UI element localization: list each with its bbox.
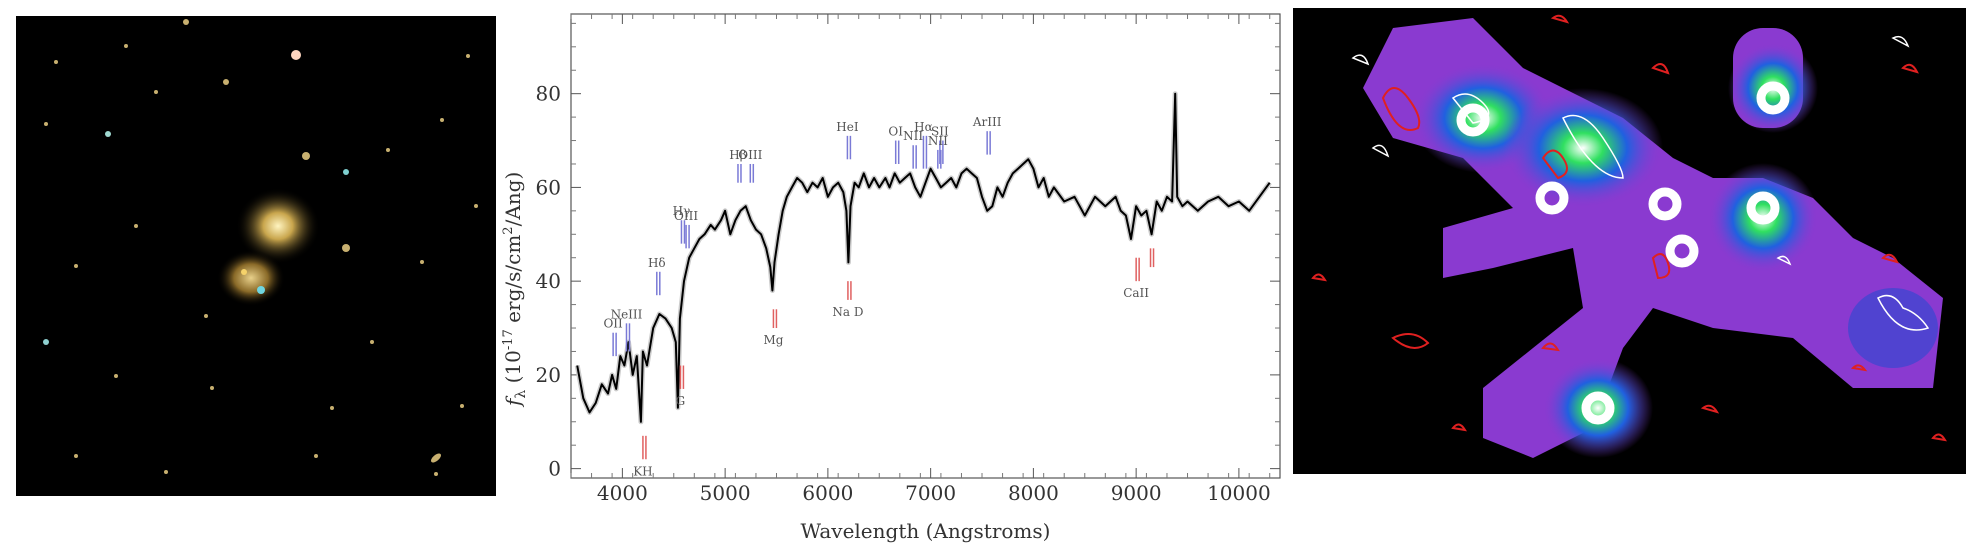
- companion-galaxy: [217, 250, 285, 306]
- contour-map-image: [1293, 8, 1966, 474]
- emission-line-label: Hβ: [729, 148, 746, 162]
- plot-frame: [570, 13, 1281, 479]
- y-tick-label: 0: [548, 457, 561, 481]
- absorption-line-label: G: [676, 394, 686, 408]
- emission-line-label: NeIII: [611, 307, 643, 321]
- emission-line-label: NII: [903, 129, 923, 143]
- absorption-line-label: CaII: [1123, 286, 1149, 300]
- absorption-line-label: Na D: [832, 305, 863, 319]
- emission-line-label: ArIII: [972, 115, 1002, 129]
- spectrum-line: [576, 92, 1271, 423]
- white-ring-markers: [1456, 81, 1790, 425]
- field-objects: [43, 19, 478, 476]
- x-tick-label: 7000: [905, 481, 956, 505]
- x-tick-label: 10000: [1207, 481, 1271, 505]
- x-tick-label: 8000: [1008, 481, 1059, 505]
- spectrum-panel: 4000 5000 6000 7000 8000 9000 10000 0 20 40 60 80 Wa…: [500, 0, 1290, 548]
- galaxy-color-image: [16, 16, 496, 496]
- emission-line-label: OIII: [738, 148, 762, 162]
- y-tick-label: 60: [536, 175, 561, 199]
- emission-line-label: SII: [931, 125, 949, 139]
- blue-knot: [257, 286, 265, 294]
- emission-line-label: OIII: [674, 209, 698, 223]
- galaxy-field-svg: [43, 19, 478, 476]
- x-tick-label: 4000: [597, 481, 648, 505]
- y-tick-label: 40: [536, 269, 561, 293]
- emission-line-label: NII: [928, 134, 948, 148]
- main-galaxy: [236, 188, 320, 264]
- emission-line-label: OII: [603, 317, 623, 331]
- source-blob-2: [1503, 88, 1663, 208]
- white-contours: [1351, 35, 1930, 331]
- absorption-line-label: KH: [633, 464, 652, 478]
- spectrum-chart: 4000 5000 6000 7000 8000 9000 10000 0 20 40 60 80 Wa…: [501, 13, 1281, 543]
- bright-star: [291, 50, 301, 60]
- emission-line-label: OI: [888, 125, 903, 139]
- yellow-knot: [241, 269, 247, 275]
- x-tick-label: 5000: [700, 481, 751, 505]
- emission-line-label: Hδ: [648, 256, 666, 270]
- emission-line-label: HeI: [836, 120, 859, 134]
- emission-line-label: Hα: [914, 120, 933, 134]
- red-contours: [1311, 14, 1947, 442]
- contour-map-svg: [1311, 14, 1947, 458]
- x-axis-label: Wavelength (Angstroms): [801, 519, 1051, 543]
- x-tick-label: 6000: [802, 481, 853, 505]
- y-axis-label: fλ (10-17 erg/s/cm2/Ang): [501, 172, 529, 408]
- x-tick-label: 9000: [1111, 481, 1162, 505]
- absorption-line-label: Mg: [763, 333, 783, 347]
- y-tick-label: 20: [536, 363, 561, 387]
- source-blob-6: [1848, 288, 1938, 368]
- emission-line-label: Hγ: [673, 204, 691, 218]
- y-tick-label: 80: [536, 82, 561, 106]
- source-blob-5: [1543, 358, 1653, 458]
